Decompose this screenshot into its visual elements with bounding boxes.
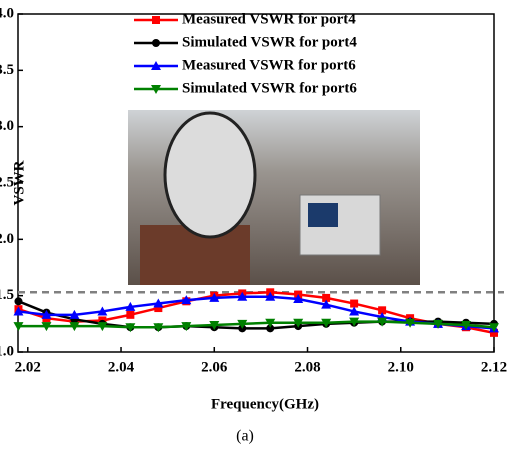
- marker: [69, 322, 80, 332]
- legend-label: Measured VSWR for port4: [182, 11, 356, 27]
- marker: [152, 39, 160, 47]
- marker: [13, 322, 24, 332]
- marker: [151, 61, 161, 70]
- marker: [349, 306, 360, 316]
- x-tick-label: 2.02: [15, 359, 41, 375]
- marker: [265, 318, 276, 328]
- marker: [293, 318, 304, 328]
- marker: [181, 322, 192, 332]
- x-axis-label: Frequency(GHz): [211, 396, 319, 412]
- marker: [41, 322, 52, 332]
- marker: [125, 323, 136, 333]
- marker: [433, 319, 444, 329]
- marker: [237, 319, 248, 329]
- marker: [153, 298, 164, 308]
- marker: [153, 323, 164, 333]
- x-tick-label: 2.04: [108, 359, 135, 375]
- marker: [152, 16, 160, 24]
- marker: [350, 299, 359, 308]
- marker: [69, 309, 80, 319]
- y-tick-label: 1.5: [0, 287, 14, 303]
- legend-label: Simulated VSWR for port6: [182, 80, 357, 96]
- y-tick-label: 2.5: [0, 174, 14, 190]
- y-tick-label: 4.0: [0, 5, 14, 21]
- marker: [151, 85, 161, 94]
- x-tick-label: 2.06: [201, 359, 228, 375]
- marker: [14, 297, 23, 306]
- marker: [461, 320, 472, 330]
- marker: [266, 324, 275, 333]
- marker: [293, 294, 304, 304]
- marker: [13, 306, 24, 316]
- marker: [41, 309, 52, 319]
- marker: [378, 306, 387, 315]
- marker: [181, 295, 192, 305]
- x-tick-label: 2.08: [294, 359, 320, 375]
- y-tick-label: 3.0: [0, 118, 14, 134]
- marker: [97, 322, 108, 332]
- series-line: [18, 320, 495, 329]
- marker: [489, 323, 499, 333]
- marker: [321, 318, 332, 328]
- marker: [349, 317, 360, 327]
- photo: [128, 110, 420, 285]
- x-tick-label: 2.10: [388, 359, 414, 375]
- legend-label: Simulated VSWR for port4: [182, 34, 357, 50]
- marker: [405, 318, 416, 328]
- y-tick-label: 1.0: [0, 343, 14, 359]
- marker: [322, 293, 331, 302]
- x-tick-label: 2.12: [481, 359, 507, 375]
- marker: [126, 310, 135, 319]
- marker: [209, 320, 220, 330]
- marker: [209, 292, 220, 302]
- marker: [321, 299, 332, 309]
- marker: [377, 317, 388, 327]
- y-tick-label: 2.0: [0, 231, 14, 247]
- marker: [490, 328, 498, 337]
- marker: [125, 301, 136, 311]
- marker: [237, 291, 248, 301]
- marker: [154, 304, 163, 313]
- marker: [97, 306, 108, 316]
- y-tick-label: 3.5: [0, 62, 14, 78]
- legend-label: Measured VSWR for port6: [182, 57, 356, 73]
- marker: [265, 291, 276, 301]
- caption: (a): [236, 428, 254, 445]
